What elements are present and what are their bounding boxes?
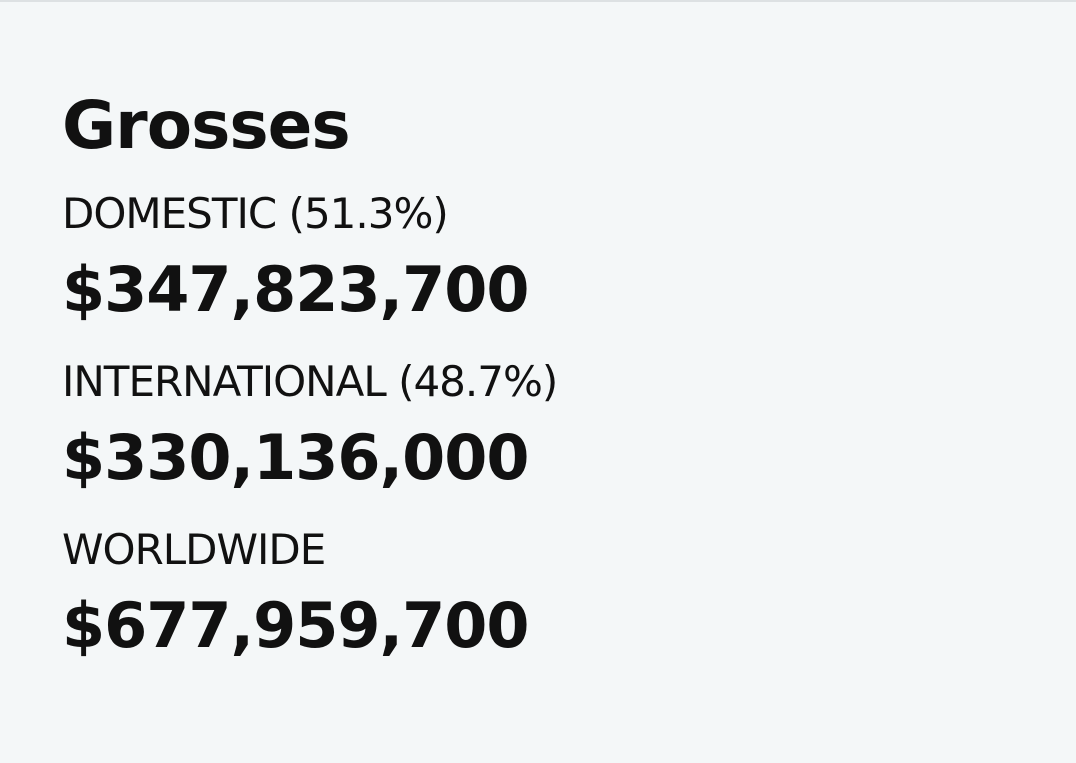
gross-value: $677,959,700 xyxy=(62,589,530,662)
rows: DOMESTIC (51.3%) $347,823,700 INTERNATIONA… xyxy=(62,186,558,678)
gross-value: $330,136,000 xyxy=(62,421,530,494)
gross-label: INTERNATIONAL (48.7%) xyxy=(62,357,558,406)
gross-value: $347,823,700 xyxy=(62,253,530,326)
gross-label: WORLDWIDE xyxy=(62,525,326,574)
divider xyxy=(0,0,1076,2)
title: Grosses xyxy=(62,87,351,164)
grosses-card: Grosses DOMESTIC (51.3%) $347,823,700 INTE… xyxy=(62,78,558,678)
gross-label: DOMESTIC (51.3%) xyxy=(62,189,449,238)
